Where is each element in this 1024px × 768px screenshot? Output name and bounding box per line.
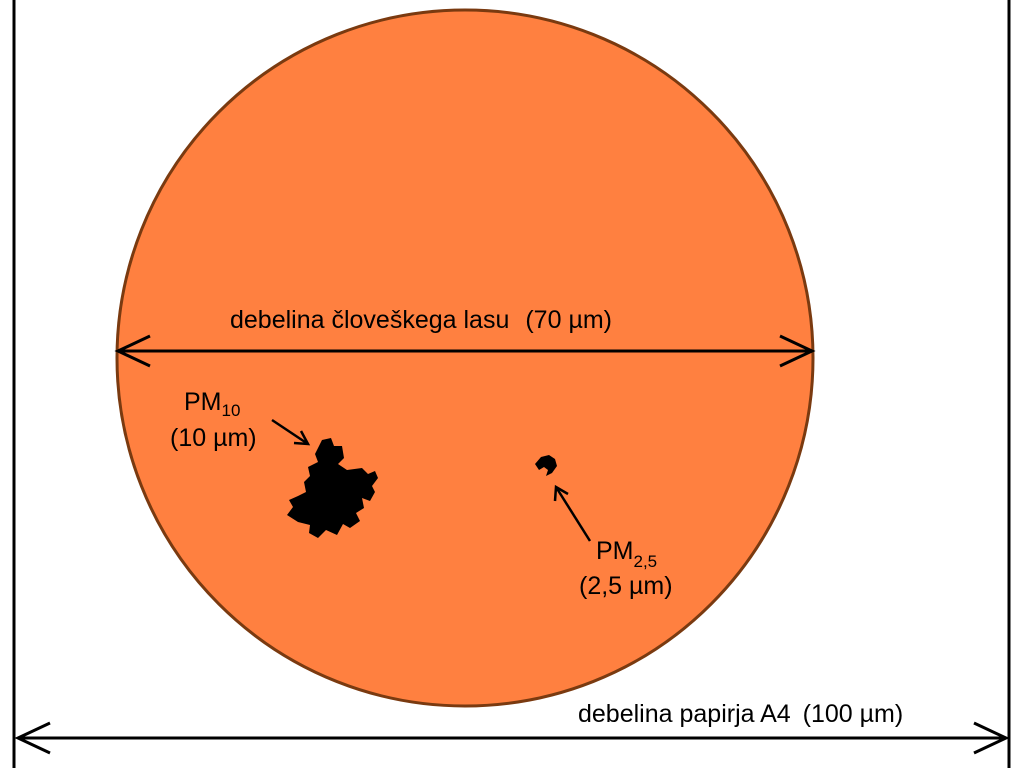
pm25-label: PM2,5	[596, 537, 657, 571]
hair-width-arrow	[114, 334, 816, 368]
pm10-size-label: (10 µm)	[170, 424, 257, 452]
pm10-particle	[287, 438, 378, 538]
paper-thickness-label: debelina papirja A4 (100 µm)	[578, 700, 903, 728]
pm25-arrow	[553, 484, 592, 542]
paper-thickness-arrow	[14, 721, 1010, 755]
pm10-arrow	[271, 418, 311, 446]
pm25-particle	[535, 455, 557, 476]
hair-cross-section	[115, 8, 815, 708]
hair-thickness-label: debelina človeškega lasu (70 µm)	[230, 306, 612, 334]
pm25-size-label: (2,5 µm)	[579, 572, 673, 600]
pm10-label: PM10	[184, 388, 240, 420]
